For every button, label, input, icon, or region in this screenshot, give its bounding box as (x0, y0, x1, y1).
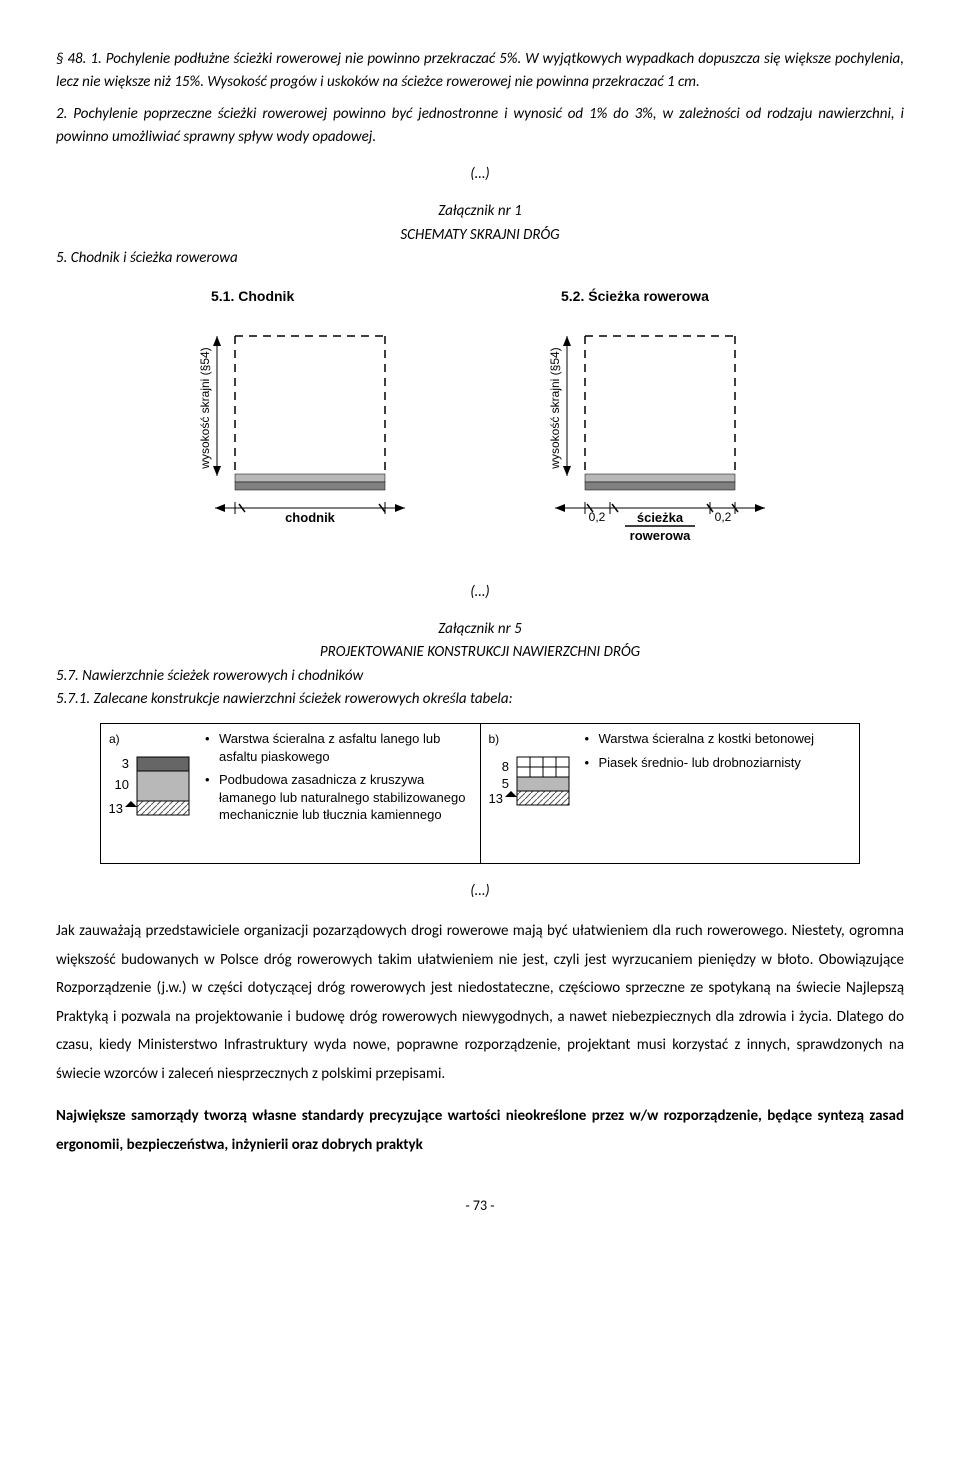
col-b-bullets: Warstwa ścieralna z kostki betonowej Pia… (585, 730, 852, 857)
col-a-bullets: Warstwa ścieralna z asfaltu lanego lub a… (205, 730, 472, 857)
svg-text:rowerowa: rowerowa (630, 528, 691, 543)
col-a-item-2: Podbudowa zasadnicza z kruszywa łamanego… (205, 771, 472, 824)
ellipsis-2: (…) (56, 581, 904, 604)
svg-text:0,2: 0,2 (715, 510, 732, 524)
col-b-label: b) (489, 730, 575, 749)
table-col-b: b) 8 5 13 Warstwa ścieralna z kostki bet… (481, 724, 860, 863)
col-b-item-2: Piasek średnio- lub drobnoziarnisty (585, 754, 852, 772)
law-paragraph-48-2: 2. Pochylenie poprzeczne ścieżki rowerow… (56, 103, 904, 150)
attachment-5-title: Załącznik nr 5 (56, 618, 904, 641)
law-paragraph-48-1: § 48. 1. Pochylenie podłużne ścieżki row… (56, 48, 904, 95)
svg-text:13: 13 (109, 801, 123, 816)
diagram-chodnik-caption: 5.1. Chodnik (175, 286, 435, 308)
diagram-sciezka: 5.2. Ścieżka rowerowa wysokość skrajni (… (525, 286, 785, 553)
construction-table: a) 3 10 13 Warstwa ścieralna z asfaltu l… (100, 723, 860, 864)
svg-text:13: 13 (489, 791, 503, 806)
col-a-label: a) (109, 730, 195, 749)
svg-text:ścieżka: ścieżka (637, 510, 684, 525)
svg-text:wysokość skrajni (§54): wysokość skrajni (§54) (198, 347, 212, 469)
diagram-sciezka-caption: 5.2. Ścieżka rowerowa (525, 286, 785, 308)
ellipsis-1: (…) (56, 163, 904, 186)
svg-text:0,2: 0,2 (589, 510, 606, 524)
section-5-7: 5.7. Nawierzchnie ścieżek rowerowych i c… (56, 665, 904, 688)
body-paragraph-2-bold: Największe samorządy tworzą własne stand… (56, 1102, 904, 1159)
svg-text:wysokość skrajni (§54): wysokość skrajni (§54) (548, 347, 562, 469)
svg-text:8: 8 (501, 759, 508, 774)
svg-text:5: 5 (501, 776, 508, 791)
col-a-item-1: Warstwa ścieralna z asfaltu lanego lub a… (205, 730, 472, 765)
body-paragraph-1: Jak zauważają przedstawiciele organizacj… (56, 917, 904, 1088)
attachment-1-title: Załącznik nr 1 (56, 200, 904, 223)
clearance-diagrams: 5.1. Chodnik wysokość skrajni (§54) chod… (56, 286, 904, 553)
svg-text:10: 10 (115, 777, 129, 792)
section-5-7-1: 5.7.1. Zalecane konstrukcje nawierzchni … (56, 688, 904, 711)
attachment-5-subtitle: PROJEKTOWANIE KONSTRUKCJI NAWIERZCHNI DR… (56, 641, 904, 664)
svg-text:3: 3 (122, 756, 129, 771)
ellipsis-3: (…) (56, 880, 904, 903)
page-number: - 73 - (56, 1195, 904, 1217)
diagram-chodnik: 5.1. Chodnik wysokość skrajni (§54) chod… (175, 286, 435, 553)
section-5-heading: 5. Chodnik i ścieżka rowerowa (56, 247, 904, 270)
svg-text:chodnik: chodnik (285, 510, 336, 525)
attachment-1-subtitle: SCHEMATY SKRAJNI DRÓG (56, 224, 904, 247)
table-col-a: a) 3 10 13 Warstwa ścieralna z asfaltu l… (101, 724, 481, 863)
col-b-item-1: Warstwa ścieralna z kostki betonowej (585, 730, 852, 748)
